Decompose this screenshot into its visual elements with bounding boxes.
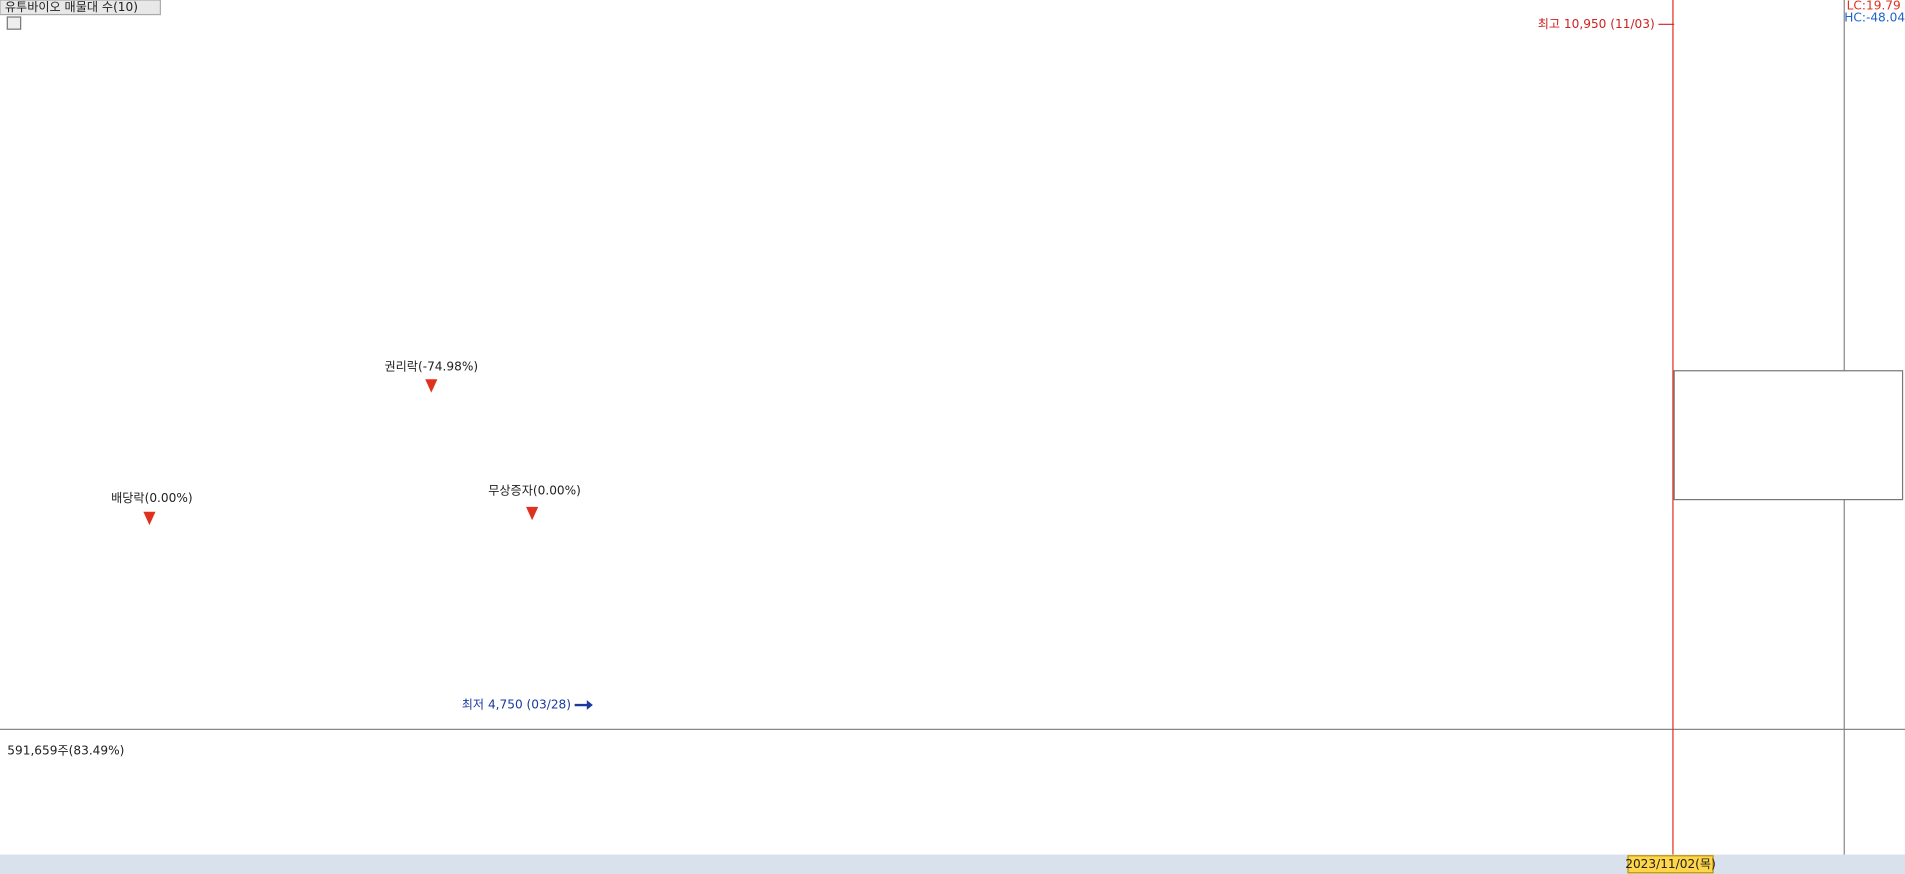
annotation-arrow [574,700,593,710]
hc-label: HC:-48.04 [1844,11,1905,25]
x-axis-strip [0,854,1905,874]
icon[interactable] [6,16,22,30]
annotation: 무상증자(0.00%) [488,484,581,498]
volume-summary: 591,659주(83.49%) [7,744,124,758]
title-box [0,0,161,16]
annotation-arrow [425,379,438,393]
tooltip [1673,370,1904,501]
lc-label: LC:19.79 [1847,0,1901,13]
crosshair-label-box [1627,855,1714,874]
title: 유투바이오 매물대 수(10) [5,0,138,14]
crosshair-label: 2023/11/02(목) [1625,857,1716,871]
annotation-arrow [526,506,539,521]
annotation: 배당락(0.00%) [111,491,193,505]
annotation: 최저 4,750 (03/28) [462,698,571,712]
annotation: 최고 10,950 (11/03) [1538,17,1655,31]
annotation-arrow [143,511,156,526]
annotation: 권리락(-74.98%) [384,360,478,374]
